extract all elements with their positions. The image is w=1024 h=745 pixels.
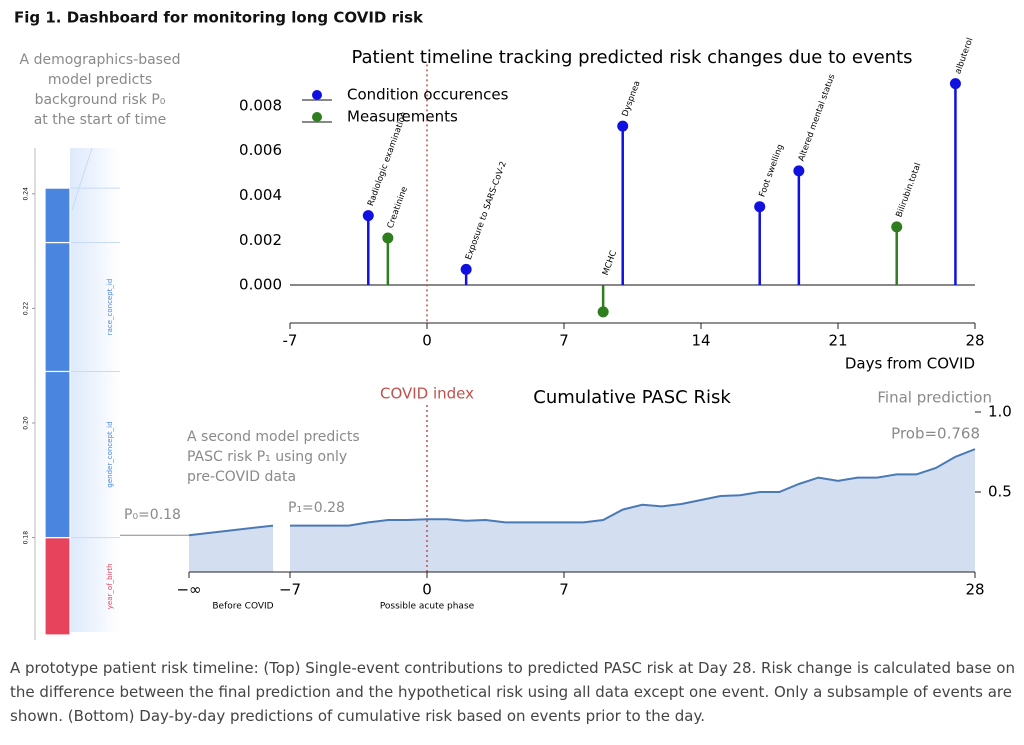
x-tick-label: −∞	[176, 581, 201, 599]
event-label: MCHC	[601, 249, 619, 277]
event-label: Foot swelling	[757, 143, 785, 199]
x-tick-label: 28	[965, 581, 984, 599]
chart-title: Cumulative PASC Risk	[533, 387, 731, 408]
legend-label: Condition occurences	[347, 86, 509, 104]
segment-label: year_of_birth	[106, 563, 114, 609]
annotation: at the start of time	[34, 112, 167, 128]
annotation: COVID index	[380, 385, 474, 403]
segment-label: gender_concept_id	[106, 421, 114, 487]
legend-label: Measurements	[347, 108, 458, 126]
x-axis-label: Days from COVID	[845, 355, 975, 373]
stem-marker	[382, 232, 394, 244]
y-tick-label: 0.22	[23, 302, 30, 316]
chart-title: Patient timeline tracking predicted risk…	[351, 47, 912, 68]
annotation: Possible acute phase	[380, 602, 475, 612]
y-tick-label: 0.20	[23, 416, 30, 430]
x-tick-label: 21	[828, 332, 847, 350]
event-label: Exposure to SARS-CoV-2	[464, 160, 509, 261]
y-tick-label: 0.008	[239, 96, 282, 114]
y-tick-label: 0.006	[239, 141, 282, 159]
x-tick-label: 14	[691, 332, 710, 350]
bar-segment	[44, 370, 71, 539]
event-label: Creatinine	[386, 185, 410, 230]
annotation: Final prediction	[877, 389, 992, 407]
legend-marker	[312, 112, 322, 122]
pointer	[71, 147, 93, 211]
annotation: model predicts	[48, 72, 152, 88]
line	[290, 448, 976, 527]
y-tick-label: 0.5	[988, 483, 1012, 501]
annotation: PASC risk P₁ using only	[187, 449, 347, 465]
y-tick-label: 0.002	[239, 231, 282, 249]
annotation: Before COVID	[212, 602, 273, 612]
stem-marker	[793, 165, 805, 177]
annotation: A second model predicts	[187, 429, 360, 445]
annotation: A demographics-based	[20, 52, 181, 68]
stem-marker	[460, 263, 472, 275]
stem-marker	[617, 120, 629, 132]
y-tick-label: 1.0	[988, 403, 1012, 421]
annotation: background risk P₀	[35, 92, 166, 108]
area-fill	[189, 525, 273, 572]
stem-marker	[949, 78, 961, 90]
legend-marker	[312, 90, 322, 100]
y-tick-label: 0.18	[23, 531, 30, 545]
y-tick-label: 0.004	[239, 186, 282, 204]
bar-segment	[44, 241, 71, 373]
stem-marker	[754, 201, 766, 213]
caption: A prototype patient risk timeline: (Top)…	[10, 659, 1015, 725]
x-tick-label: -7	[283, 332, 298, 350]
stem-marker	[891, 221, 903, 233]
annotation: pre-COVID data	[187, 469, 296, 485]
bar-segment	[44, 187, 71, 244]
annotation: P₁=0.28	[288, 500, 345, 516]
stem-marker	[362, 210, 374, 222]
x-tick-label: 0	[422, 581, 432, 599]
event-label: Bilirubin.total	[894, 162, 923, 219]
annotation: Prob=0.768	[891, 425, 980, 443]
event-label: Altered mental status	[797, 72, 838, 162]
x-tick-label: 0	[422, 332, 432, 350]
y-tick-label: 0.24	[23, 187, 30, 201]
area-fill	[290, 449, 975, 572]
x-tick-label: 28	[965, 332, 984, 350]
figure-title: Fig 1. Dashboard for monitoring long COV…	[14, 9, 424, 27]
x-tick-label: −7	[279, 581, 301, 599]
shade	[70, 148, 120, 632]
event-label: Dyspnea	[620, 80, 642, 118]
segment-label: race_concept_id	[106, 279, 114, 336]
line	[188, 524, 274, 537]
bar-segment	[44, 536, 71, 636]
x-tick-label: 7	[559, 581, 569, 599]
x-tick-label: 7	[559, 332, 569, 350]
event-label: albuterol	[953, 37, 975, 76]
annotation: P₀=0.18	[124, 507, 181, 523]
stem-marker	[597, 306, 609, 318]
y-tick-label: 0.000	[239, 276, 282, 294]
